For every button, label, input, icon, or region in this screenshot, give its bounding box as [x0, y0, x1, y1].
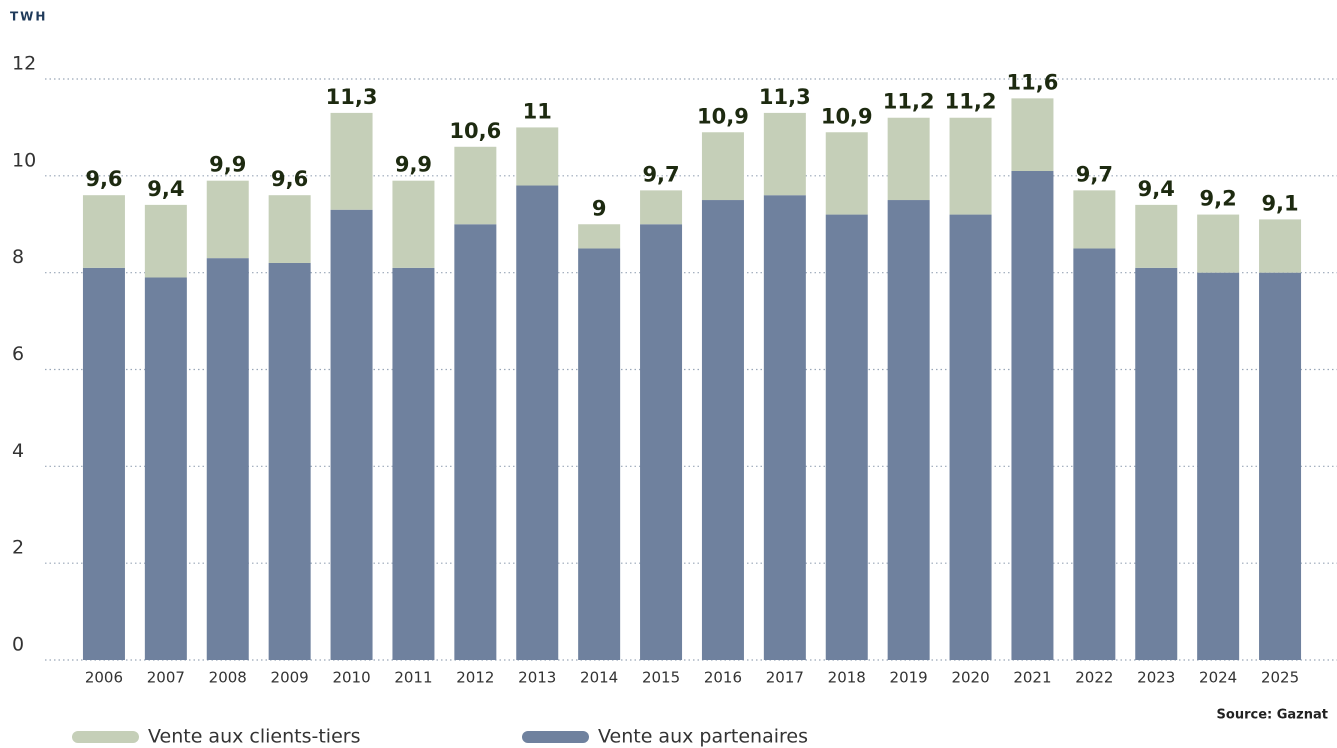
bar-segment — [392, 267, 435, 660]
bar-segment — [763, 195, 806, 660]
x-tick-label: 2014 — [580, 669, 618, 687]
y-tick-label: 4 — [12, 440, 24, 462]
y-tick-label: 6 — [12, 343, 24, 365]
bar-segment — [1135, 204, 1178, 268]
bar-segment — [268, 195, 311, 263]
y-tick-label: 2 — [12, 537, 24, 559]
total-label: 10,9 — [821, 104, 873, 128]
y-tick-label: 0 — [12, 634, 24, 656]
bar-segment — [1259, 219, 1302, 273]
bar-segment — [1011, 170, 1054, 660]
bar-segment — [330, 209, 373, 660]
x-tick-label: 2013 — [518, 669, 556, 687]
bar-segment — [763, 112, 806, 196]
bar-segment — [1197, 214, 1240, 273]
y-tick-label: 10 — [12, 149, 36, 171]
x-tick-label: 2016 — [704, 669, 742, 687]
bar-segment — [825, 214, 868, 661]
x-tick-label: 2010 — [332, 669, 370, 687]
total-label: 11 — [523, 99, 552, 123]
bar-segment — [701, 132, 744, 201]
bar-segment — [640, 190, 683, 225]
bar-segment — [1073, 190, 1116, 249]
total-label: 11,3 — [326, 85, 378, 109]
bar-segment — [949, 214, 992, 661]
bar-segment — [1011, 98, 1054, 171]
bar-segment — [206, 258, 249, 660]
bar-segment — [144, 204, 187, 278]
x-tick-label: 2011 — [394, 669, 432, 687]
bar-segment — [516, 185, 559, 660]
total-label: 11,2 — [945, 90, 997, 114]
total-label: 9 — [592, 196, 607, 220]
bar-segment — [516, 127, 559, 186]
bar-segment — [1073, 248, 1116, 661]
bar-segment — [144, 277, 187, 660]
bar-segment — [82, 195, 125, 268]
bar-segment — [887, 117, 930, 201]
x-tick-label: 2008 — [209, 669, 247, 687]
bar-segment — [701, 200, 744, 660]
bar-segment — [82, 267, 125, 660]
x-tick-label: 2007 — [147, 669, 185, 687]
legend-swatch — [72, 731, 139, 743]
total-label: 9,7 — [1076, 162, 1113, 186]
bar-segment — [825, 132, 868, 215]
x-tick-label: 2018 — [828, 669, 866, 687]
bar-segment — [578, 224, 621, 249]
bar-segment — [1259, 272, 1302, 660]
bar-segment — [454, 146, 497, 225]
bar-segment — [206, 180, 249, 259]
bar-segment — [454, 224, 497, 660]
total-label: 9,2 — [1200, 187, 1237, 211]
source: Source: Gaznat — [1217, 708, 1328, 723]
x-tick-label: 2019 — [890, 669, 928, 687]
legend-swatch — [522, 731, 589, 743]
total-label: 10,6 — [449, 119, 501, 143]
x-tick-label: 2022 — [1075, 669, 1113, 687]
x-tick-label: 2025 — [1261, 669, 1299, 687]
y-tick-label: 8 — [12, 246, 24, 268]
x-tick-label: 2017 — [766, 669, 804, 687]
x-tick-label: 2024 — [1199, 669, 1237, 687]
x-tick-label: 2006 — [85, 669, 123, 687]
x-tick-label: 2021 — [1013, 669, 1051, 687]
total-label: 10,9 — [697, 104, 749, 128]
bar-segment — [268, 262, 311, 660]
total-label: 9,6 — [271, 167, 308, 191]
bar-segment — [1197, 272, 1240, 660]
total-label: 11,2 — [883, 90, 935, 114]
total-label: 9,4 — [147, 177, 184, 201]
x-tick-label: 2020 — [951, 669, 989, 687]
total-label: 9,9 — [395, 153, 432, 177]
total-label: 9,7 — [642, 162, 679, 186]
bar-segment — [330, 112, 373, 210]
legend-label: Vente aux partenaires — [598, 726, 808, 748]
legend-label: Vente aux clients-tiers — [148, 726, 360, 748]
x-tick-label: 2012 — [456, 669, 494, 687]
bar-segment — [949, 117, 992, 215]
total-label: 9,1 — [1261, 191, 1298, 215]
total-label: 11,3 — [759, 85, 811, 109]
x-tick-label: 2023 — [1137, 669, 1175, 687]
unit-label: TWH — [10, 10, 47, 24]
x-tick-label: 2009 — [271, 669, 309, 687]
total-label: 9,6 — [85, 167, 122, 191]
bar-segment — [578, 248, 621, 661]
bar-segment — [640, 224, 683, 660]
total-label: 9,9 — [209, 153, 246, 177]
x-tick-label: 2015 — [642, 669, 680, 687]
total-label: 9,4 — [1138, 177, 1175, 201]
bar-segment — [1135, 267, 1178, 660]
bar-segment — [392, 180, 435, 268]
y-tick-label: 12 — [12, 53, 36, 75]
bar-segment — [887, 200, 930, 660]
total-label: 11,6 — [1007, 70, 1059, 94]
